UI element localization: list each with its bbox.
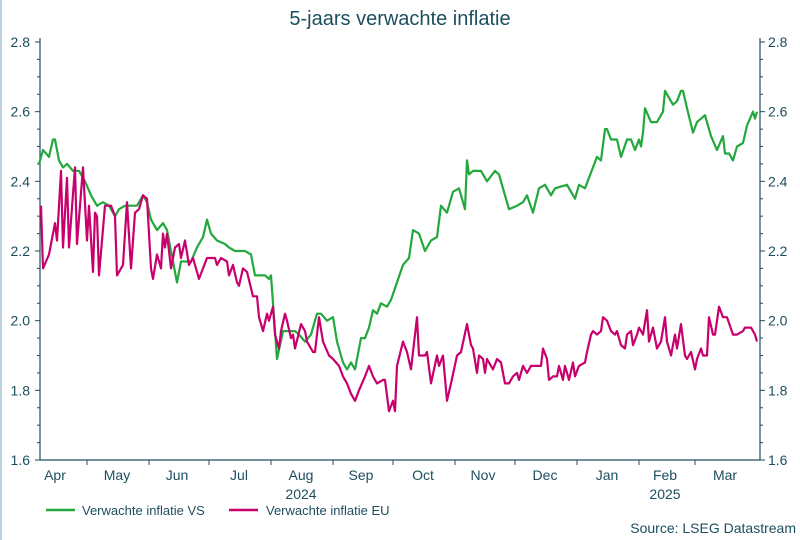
x-year-label: 2025: [649, 486, 680, 502]
y-tick-label-left: 2.6: [11, 104, 31, 120]
x-tick-label: May: [104, 467, 130, 483]
x-tick-label: Dec: [533, 467, 558, 483]
y-tick-label-left: 2.2: [11, 243, 31, 259]
x-tick-label: Jan: [596, 467, 619, 483]
x-tick-label: Apr: [44, 467, 66, 483]
y-tick-label-left: 1.6: [11, 452, 31, 468]
y-tick-label-right: 2.8: [768, 34, 788, 50]
y-tick-label-right: 1.6: [768, 452, 788, 468]
x-tick-label: Jul: [230, 467, 248, 483]
y-tick-label-right: 2.6: [768, 104, 788, 120]
x-year-label: 2024: [285, 486, 316, 502]
x-tick-label: Mar: [713, 467, 737, 483]
chart-title: 5-jaars verwachte inflatie: [289, 8, 510, 30]
x-tick-label: Feb: [653, 467, 677, 483]
y-tick-label-left: 2.8: [11, 34, 31, 50]
y-tick-label-right: 2.0: [768, 313, 788, 329]
legend-label-vs: Verwachte inflatie VS: [82, 503, 205, 518]
x-tick-label: Aug: [289, 467, 314, 483]
x-tick-label: Jun: [166, 467, 189, 483]
y-tick-label-right: 2.2: [768, 243, 788, 259]
x-tick-label: Oct: [412, 467, 434, 483]
series-line-eu: [39, 166, 759, 413]
axes: 1.6 1.6 1.8 1.8 2.0 2.0 2.2 2.2 2.4 2.4 2.6 2.6 2.8 2…: [11, 34, 788, 502]
series-lines: [37, 89, 759, 413]
y-tick-label-right: 1.8: [768, 382, 788, 398]
x-tick-label: Nov: [471, 467, 496, 483]
series-line-vs: [37, 89, 759, 371]
legend-label-eu: Verwachte inflatie EU: [266, 503, 390, 518]
chart-frame-border: [0, 0, 2, 540]
y-tick-label-left: 1.8: [11, 382, 31, 398]
y-tick-label-right: 2.4: [768, 173, 788, 189]
y-tick-label-left: 2.0: [11, 313, 31, 329]
source-note: Source: LSEG Datastream: [630, 520, 796, 536]
legend: Verwachte inflatie VS Verwachte inflatie…: [46, 503, 390, 518]
x-tick-label: Sep: [349, 467, 374, 483]
y-tick-label-left: 2.4: [11, 173, 31, 189]
